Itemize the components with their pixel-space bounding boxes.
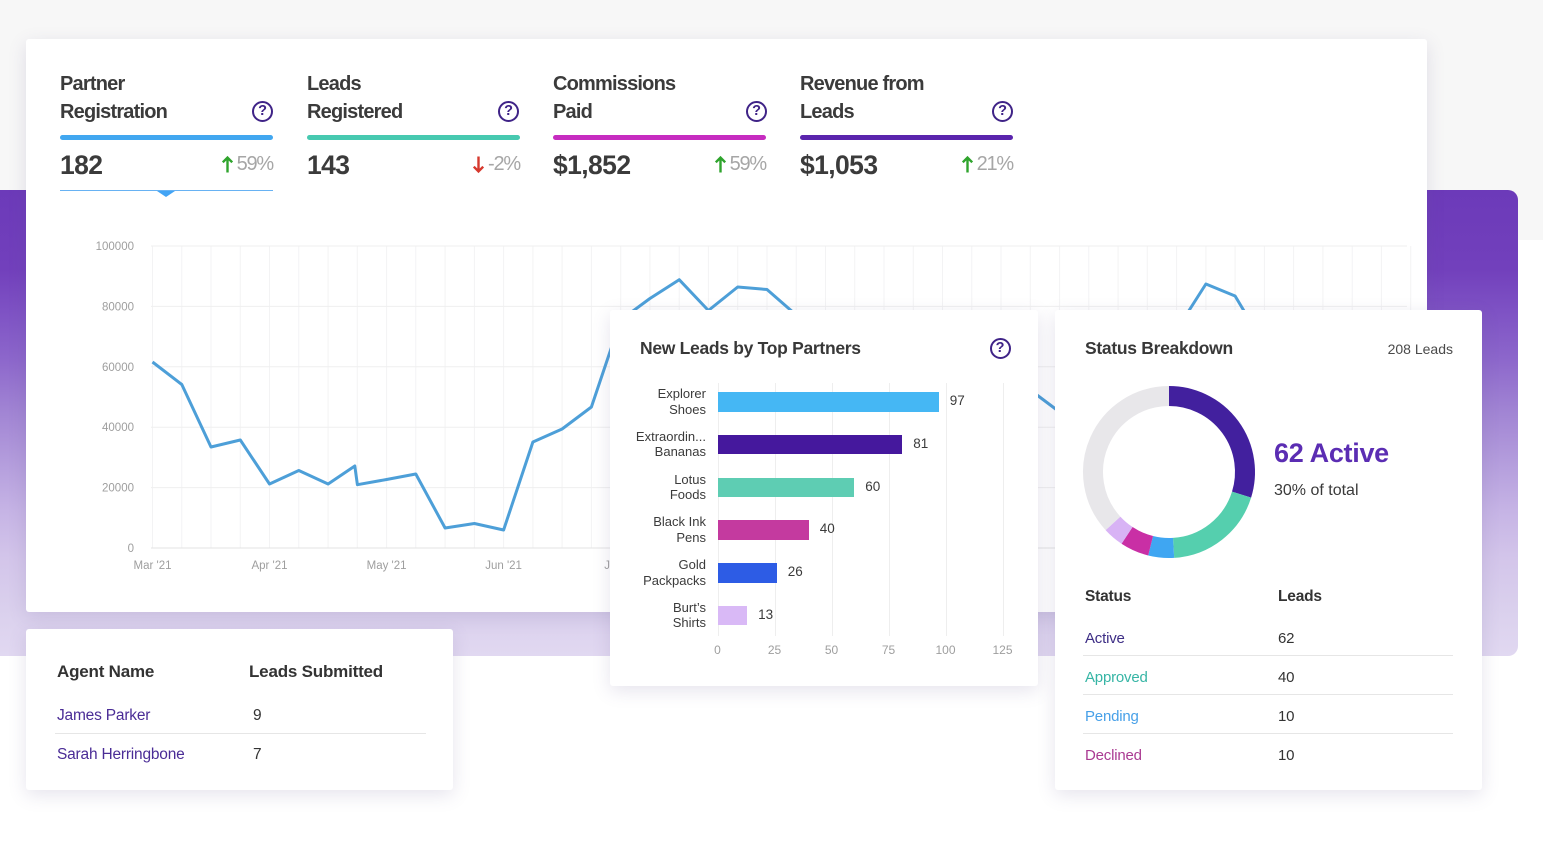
svg-text:May '21: May '21 (367, 560, 407, 572)
svg-text:100000: 100000 (96, 241, 134, 253)
svg-text:60000: 60000 (102, 362, 134, 374)
svg-text:Jun '21: Jun '21 (485, 560, 522, 572)
svg-text:20000: 20000 (102, 483, 134, 495)
svg-text:Apr '21: Apr '21 (251, 560, 287, 572)
svg-text:Mar '21: Mar '21 (134, 560, 172, 572)
svg-text:0: 0 (128, 543, 134, 555)
svg-text:80000: 80000 (102, 301, 134, 313)
svg-text:40000: 40000 (102, 422, 134, 434)
